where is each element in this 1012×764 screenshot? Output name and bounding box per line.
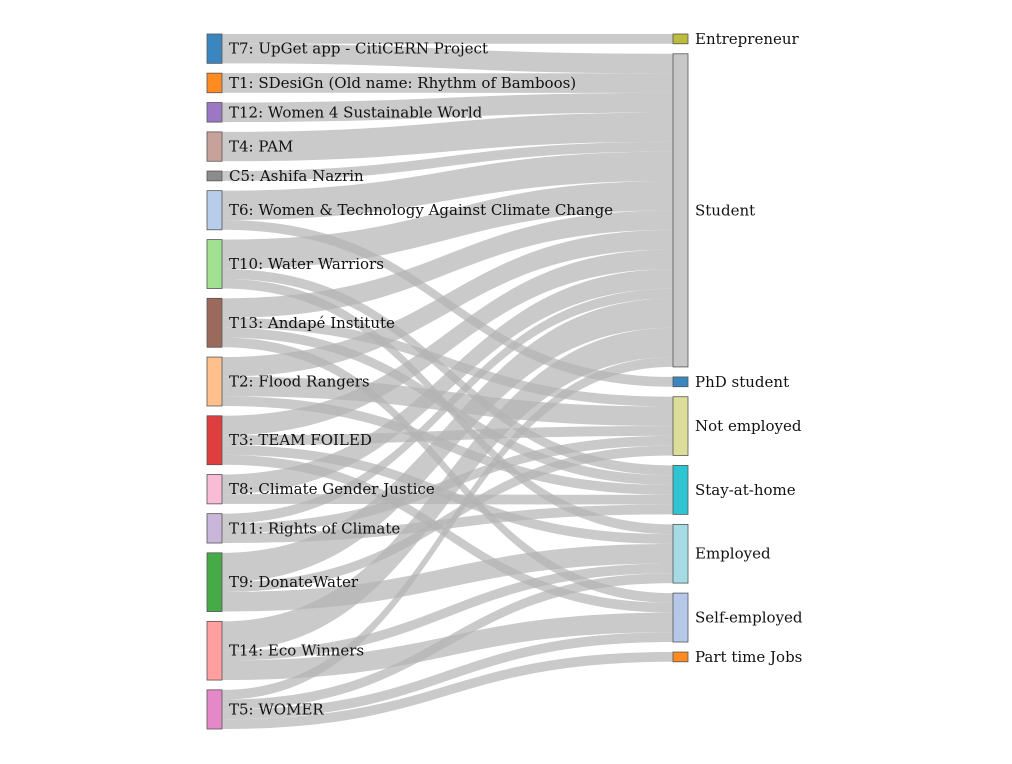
flow-t3-to-student: [222, 249, 673, 436]
target-node-employed: [672, 523, 689, 584]
target-label-phd: PhD student: [695, 373, 789, 391]
flow-t9-to-student: [222, 298, 673, 583]
source-label-t4: T4: PAM: [229, 138, 293, 156]
flow-t3-to-selfemployed: [222, 454, 673, 613]
source-label-t5: T5: WOMER: [229, 700, 324, 718]
flow-c5-to-student: [222, 141, 673, 181]
target-label-entrepreneur: Entrepreneur: [695, 30, 800, 48]
flow-t13-to-selfemployed: [222, 337, 673, 603]
source-node-t10: [206, 239, 223, 289]
flow-t13-to-notemployed: [222, 317, 673, 407]
target-label-selfemployed: Self-employed: [695, 609, 803, 627]
flow-t7-to-student: [222, 43, 673, 74]
target-label-notemployed: Not employed: [695, 417, 802, 435]
source-label-t13: T13: Andapé Institute: [229, 314, 395, 332]
source-node-t5: [206, 689, 223, 730]
flow-t5-to-selfemployed: [222, 632, 673, 720]
flow-t6-to-student: [222, 151, 673, 221]
target-label-employed: Employed: [695, 545, 771, 563]
flow-t5-to-parttime: [222, 652, 673, 729]
source-label-t1: T1: SDesiGn (Old name: Rhythm of Bamboos…: [229, 74, 576, 92]
source-label-t10: T10: Water Warriors: [229, 255, 384, 273]
flow-t13-to-student: [222, 210, 673, 318]
source-node-t14: [206, 620, 223, 681]
source-node-c5: [206, 170, 223, 182]
flow-t7-to-entrepreneur: [222, 34, 673, 44]
target-label-student: Student: [695, 201, 755, 219]
source-label-c5: C5: Ashifa Nazrin: [229, 167, 364, 185]
source-node-t8: [206, 474, 223, 505]
target-label-parttime: Part time Jobs: [695, 648, 802, 666]
source-label-t11: T11: Rights of Climate: [229, 519, 400, 537]
source-node-t6: [206, 190, 223, 231]
flow-t12-to-student: [222, 92, 673, 123]
flow-t9-to-notemployed: [222, 445, 673, 592]
source-node-t2: [206, 356, 223, 407]
source-label-t3: T3: TEAM FOILED: [229, 431, 372, 449]
target-node-parttime: [672, 651, 689, 663]
flow-t10-to-student: [222, 181, 673, 269]
target-node-phd: [672, 376, 689, 388]
source-node-t1: [206, 72, 223, 94]
source-node-t12: [206, 102, 223, 123]
source-label-t8: T8: Climate Gender Justice: [229, 480, 435, 498]
source-label-t6: T6: Women & Technology Against Climate C…: [229, 201, 613, 219]
flow-t5-to-employed: [222, 573, 673, 710]
source-label-t12: T12: Women 4 Sustainable World: [229, 103, 483, 121]
flow-t2-to-student: [222, 229, 673, 377]
source-label-t14: T14: Eco Winners: [229, 642, 364, 660]
sankey-links: [222, 34, 673, 729]
source-node-t9: [206, 552, 223, 612]
flow-t11-to-student: [222, 288, 673, 524]
source-label-t9: T9: DonateWater: [229, 573, 359, 591]
target-label-stayhome: Stay-at-home: [695, 481, 796, 499]
source-label-t2: T2: Flood Rangers: [229, 373, 370, 391]
source-label-t7: T7: UpGet app - CitiCERN Project: [229, 40, 488, 58]
flow-t1-to-student: [222, 73, 673, 93]
source-node-t11: [206, 513, 223, 544]
target-node-student: [672, 53, 689, 368]
target-node-entrepreneur: [672, 33, 689, 45]
flow-t14-to-employed: [222, 563, 673, 661]
flow-t8-to-student: [222, 269, 673, 495]
source-node-t4: [206, 131, 223, 162]
target-node-notemployed: [672, 396, 689, 456]
sankey-nodes: [206, 33, 689, 730]
source-node-t7: [206, 33, 223, 64]
flow-t5-to-student: [222, 357, 673, 700]
flow-t4-to-student: [222, 112, 673, 162]
source-node-t13: [206, 297, 223, 348]
target-node-stayhome: [672, 465, 689, 515]
flow-t14-to-student: [222, 327, 673, 651]
source-node-t3: [206, 415, 223, 466]
sankey-labels: T7: UpGet app - CitiCERN Project T1: SDes…: [229, 30, 803, 719]
target-node-selfemployed: [672, 592, 689, 643]
